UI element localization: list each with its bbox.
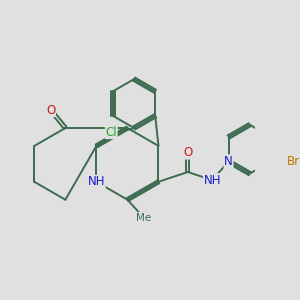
Text: Br: Br [287, 155, 300, 168]
Text: O: O [46, 103, 55, 117]
Text: N: N [224, 155, 233, 168]
Text: NH: NH [203, 174, 221, 187]
Text: O: O [183, 146, 192, 159]
Text: NH: NH [88, 175, 105, 188]
Text: Me: Me [136, 213, 152, 223]
Text: Cl: Cl [105, 126, 117, 139]
